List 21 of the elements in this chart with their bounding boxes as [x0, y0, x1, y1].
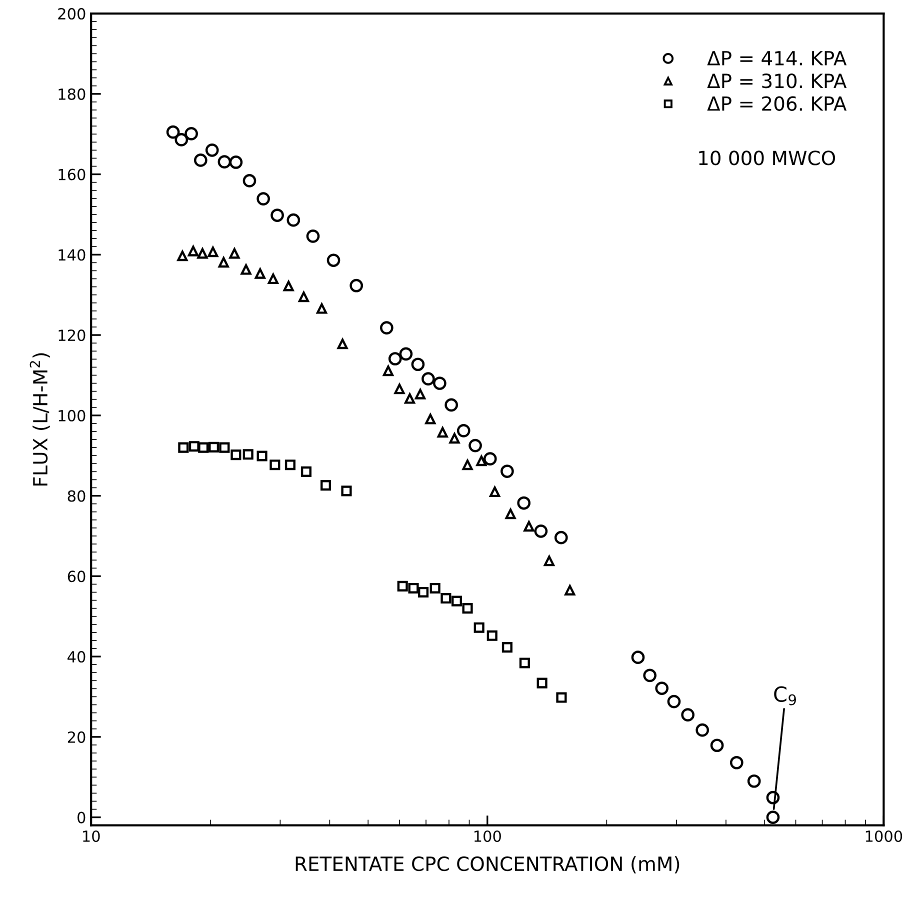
- legend-label: ΔP = 206. KPA: [707, 96, 847, 111]
- legend-label: ΔP = 414. KPA: [707, 51, 847, 66]
- y-tick-label: 180: [58, 88, 86, 100]
- y-tick-label: 20: [68, 731, 86, 743]
- legend-label: ΔP = 310. KPA: [707, 74, 847, 88]
- y-tick-label: 140: [58, 249, 86, 261]
- y-tick-label: 0: [78, 812, 86, 824]
- x-tick-label: 10: [83, 830, 100, 842]
- y-tick-label: 80: [68, 490, 86, 502]
- y-tick-label: 40: [68, 651, 86, 663]
- y-tick-label: 120: [58, 330, 86, 342]
- x-axis-title: RETENTATE CPC CONCENTRATION (mM): [296, 856, 680, 874]
- annotation: C$_{9}$: [774, 686, 796, 706]
- y-tick-label: 100: [58, 410, 86, 422]
- x-tick-label: 1000: [866, 830, 902, 842]
- y-tick-label: 60: [68, 570, 86, 582]
- y-axis-title: FLUX (L/H-M$^{2}$): [30, 353, 50, 486]
- x-tick-label: 100: [474, 830, 501, 842]
- annotation: 10 000 MWCO: [699, 150, 836, 166]
- y-tick-label: 160: [58, 168, 86, 180]
- y-tick-label: 200: [58, 8, 86, 20]
